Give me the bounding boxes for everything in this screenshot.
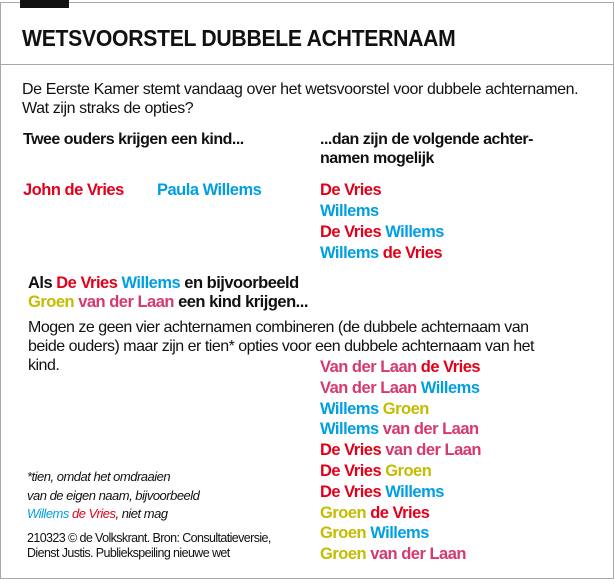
surname-option: De Vries <box>320 180 444 201</box>
source-credit: 210323 © de Volkskrant. Bron: Consultati… <box>27 531 271 561</box>
surname-option: Willems van der Laan <box>320 419 481 440</box>
accent-bar <box>20 0 69 8</box>
name-segment: Groen <box>28 293 79 311</box>
section2-header-line2: Groen van der Laan een kind krijgen... <box>28 293 308 312</box>
name-segment: Groen <box>385 461 432 480</box>
surname-option: Willems Groen <box>320 399 481 420</box>
name-segment: de Vries <box>370 503 430 522</box>
footnote: *tien, omdat het omdraaien van de eigen … <box>27 468 200 524</box>
name-segment: Groen <box>320 503 371 522</box>
name-segment: Groen <box>382 399 430 418</box>
parent-2-name: Paula Willems <box>157 181 262 199</box>
name-segment: Als <box>28 274 57 292</box>
name-segment: Van der Laan <box>320 358 421 376</box>
surname-option: Groen Willems <box>320 523 481 544</box>
surname-option: Van der Laan de Vries <box>320 357 481 378</box>
name-segment: Willems <box>370 524 429 543</box>
surname-option: Van der Laan Willems <box>320 378 481 399</box>
surname-option: De Vries Groen <box>320 461 481 482</box>
name-segment: Willems <box>320 202 379 220</box>
footnote-line1: *tien, omdat het omdraaien <box>27 469 171 484</box>
name-segment: van der Laan <box>370 545 466 564</box>
name-segment: , niet mag <box>115 506 168 521</box>
name-segment: de Vries <box>382 244 443 262</box>
name-segment: De Vries <box>320 461 386 480</box>
name-segment: Willems <box>320 420 383 439</box>
surname-option: Willems de Vries <box>320 243 444 264</box>
name-segment: De Vries <box>320 223 386 241</box>
name-segment: van der Laan <box>78 293 179 311</box>
name-segment: De Vries <box>320 441 386 460</box>
divider <box>0 64 614 65</box>
parents-header: Twee ouders krijgen een kind... <box>23 131 244 148</box>
name-segment: en bijvoorbeeld <box>184 274 299 292</box>
surname-option: Groen van der Laan <box>320 544 481 565</box>
source-line1: 210323 © de Volkskrant. Bron: Consultati… <box>27 531 271 545</box>
options-list-1: De Vries Willems De Vries Willems Willems d… <box>320 180 444 264</box>
source-line2: Dienst Justis. Publiekspeiling nieuwe we… <box>27 546 230 560</box>
name-segment: van der Laan <box>385 441 482 460</box>
name-segment: een kind krijgen... <box>178 293 308 311</box>
name-segment: De Vries <box>320 181 382 199</box>
name-segment: Willems <box>385 223 444 241</box>
surname-option: De Vries Willems <box>320 482 481 503</box>
footnote-line2: van de eigen naam, bijvoorbeeld <box>27 487 200 503</box>
options-header-line1: ...dan zijn de volgende achter- <box>320 131 533 148</box>
name-segment: De Vries <box>56 274 122 292</box>
surname-option: De Vries van der Laan <box>320 440 482 461</box>
parent-1-name: John de Vries <box>23 181 124 199</box>
page-title: WETSVOORSTEL DUBBELE ACHTERNAAM <box>22 25 456 51</box>
name-segment: van der Laan <box>382 420 479 439</box>
section2-header-line1: Als De Vries Willems en bijvoorbeeld <box>28 274 299 293</box>
name-segment: Willems <box>320 244 383 262</box>
name-segment: Willems <box>320 399 383 418</box>
options-list-2: Van der Laan de Vries Van der Laan Willem… <box>320 357 482 565</box>
name-segment: Groen <box>320 524 371 543</box>
name-segment: Van der Laan <box>320 378 421 397</box>
name-segment: de Vries <box>72 506 116 521</box>
name-segment: Willems <box>121 274 185 292</box>
section2-paragraph: Mogen ze geen vier achternamen combinere… <box>28 319 534 374</box>
footnote-line3: Willems de Vries, niet mag <box>27 505 199 524</box>
name-segment: Willems <box>420 378 480 397</box>
intro-text: De Eerste Kamer stemt vandaag over het w… <box>22 81 579 117</box>
name-segment: Groen <box>320 545 371 564</box>
name-segment: Willems <box>27 506 72 521</box>
name-segment: De Vries <box>320 482 386 501</box>
options-header-line2: namen mogelijk <box>320 150 434 167</box>
surname-option: Willems <box>320 201 444 222</box>
name-segment: Willems <box>385 482 444 501</box>
name-segment: de Vries <box>420 358 481 376</box>
surname-option: Groen de Vries <box>320 503 481 524</box>
surname-option: De Vries Willems <box>320 222 444 243</box>
